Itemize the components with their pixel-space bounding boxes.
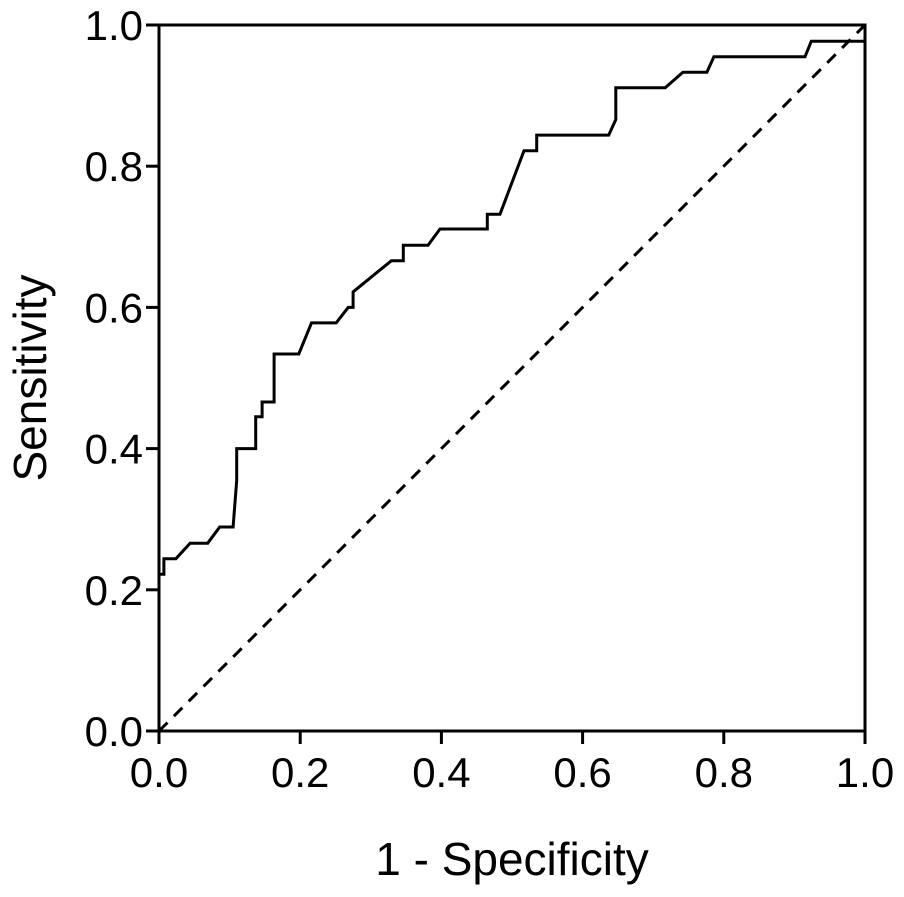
x-axis-label: 1 - Specificity xyxy=(375,833,649,885)
y-tick-label: 1.0 xyxy=(85,2,143,49)
y-tick-label: 0.2 xyxy=(85,567,143,614)
x-tick-label: 0.0 xyxy=(130,749,188,796)
x-tick-label: 1.0 xyxy=(836,749,894,796)
x-tick-label: 0.8 xyxy=(695,749,753,796)
plot-frame xyxy=(157,23,867,733)
x-tick-label: 0.6 xyxy=(553,749,611,796)
y-tick-label: 0.4 xyxy=(85,426,143,473)
x-axis-ticks: 0.0 0.2 0.4 0.6 0.8 1.0 xyxy=(130,731,894,796)
y-axis-label: Sensitivity xyxy=(4,274,56,481)
reference-diagonal-line xyxy=(157,23,867,733)
plot-border xyxy=(157,23,867,733)
series-layer xyxy=(157,23,867,733)
y-axis-ticks: 0.0 0.2 0.4 0.6 0.8 1.0 xyxy=(85,2,159,755)
y-tick-label: 0.6 xyxy=(85,284,143,331)
roc-curve-line xyxy=(157,39,865,731)
x-tick-label: 0.2 xyxy=(271,749,329,796)
y-tick-label: 0.8 xyxy=(85,143,143,190)
y-tick-label: 0.0 xyxy=(85,708,143,755)
x-tick-label: 0.4 xyxy=(412,749,470,796)
